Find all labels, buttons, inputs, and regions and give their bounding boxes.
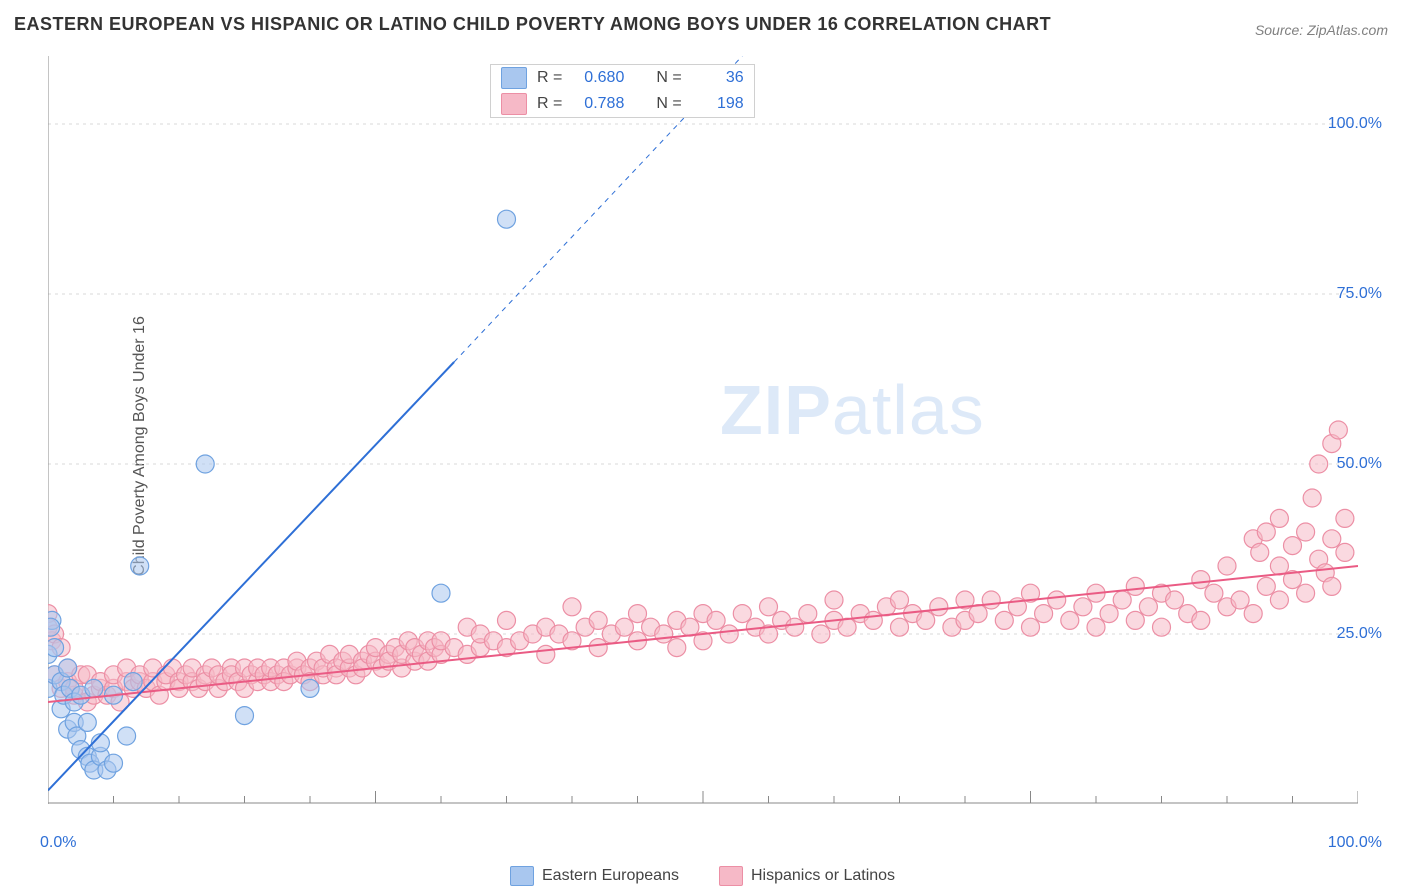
swatch-blue <box>510 866 534 886</box>
plot-area <box>48 56 1358 804</box>
watermark: ZIPatlas <box>720 370 985 450</box>
chart-title: EASTERN EUROPEAN VS HISPANIC OR LATINO C… <box>14 14 1051 35</box>
y-tick-50: 50.0% <box>1337 455 1382 473</box>
legend-label-pink: Hispanics or Latinos <box>751 867 895 885</box>
chart-container: { "title": "EASTERN EUROPEAN VS HISPANIC… <box>0 0 1406 892</box>
r-label: R = <box>537 95 562 113</box>
r-value-blue: 0.680 <box>572 69 624 87</box>
y-tick-25: 25.0% <box>1337 625 1382 643</box>
stats-row-pink: R = 0.788 N = 198 <box>491 91 754 117</box>
n-label: N = <box>656 69 681 87</box>
n-value-blue: 36 <box>692 69 744 87</box>
source-attribution: Source: ZipAtlas.com <box>1255 22 1388 38</box>
swatch-pink <box>501 93 527 115</box>
x-tick-100: 100.0% <box>1328 834 1382 852</box>
y-tick-100: 100.0% <box>1328 115 1382 133</box>
swatch-blue <box>501 67 527 89</box>
scatter-plot-svg <box>48 56 1358 804</box>
series-legend: Eastern Europeans Hispanics or Latinos <box>510 866 895 886</box>
x-tick-0: 0.0% <box>40 834 76 852</box>
y-tick-75: 75.0% <box>1337 285 1382 303</box>
legend-item-pink: Hispanics or Latinos <box>719 866 895 886</box>
legend-item-blue: Eastern Europeans <box>510 866 679 886</box>
n-value-pink: 198 <box>692 95 744 113</box>
r-label: R = <box>537 69 562 87</box>
stats-row-blue: R = 0.680 N = 36 <box>491 65 754 91</box>
stats-legend: R = 0.680 N = 36 R = 0.788 N = 198 <box>490 64 755 118</box>
legend-label-blue: Eastern Europeans <box>542 867 679 885</box>
n-label: N = <box>656 95 681 113</box>
r-value-pink: 0.788 <box>572 95 624 113</box>
swatch-pink <box>719 866 743 886</box>
